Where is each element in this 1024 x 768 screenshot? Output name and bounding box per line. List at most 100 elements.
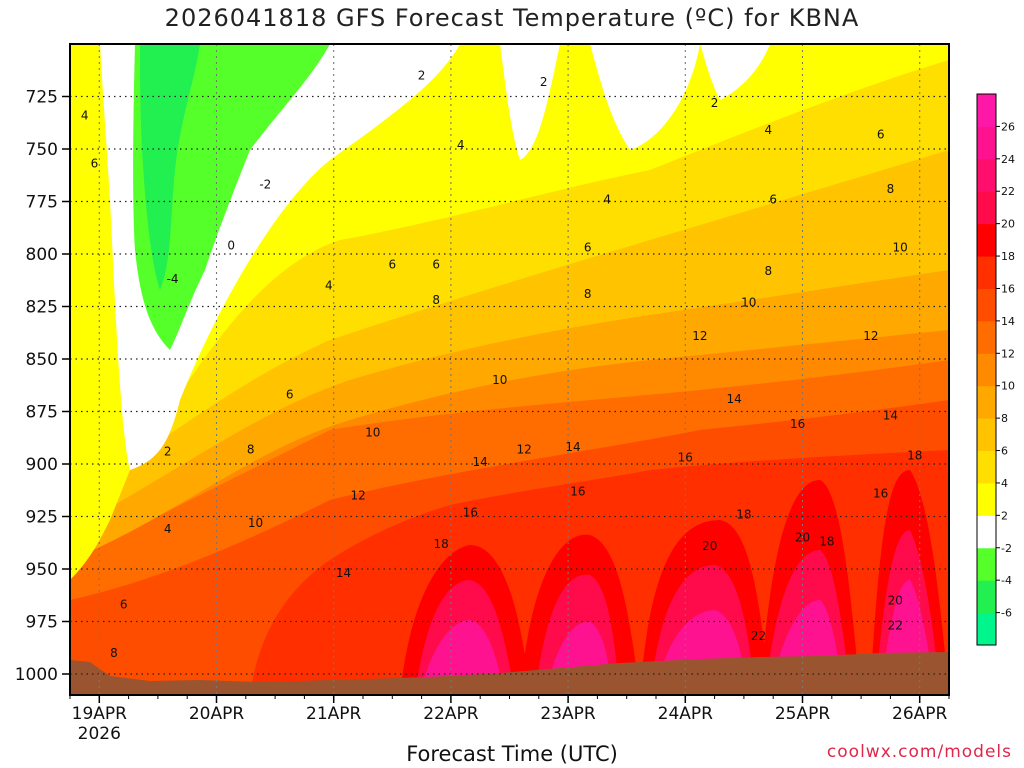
colorbar-swatch	[977, 158, 996, 192]
contour-label: 2	[711, 96, 719, 110]
contour-label: 2	[418, 69, 426, 83]
colorbar-swatch	[977, 515, 996, 549]
colorbar-tick-label: 2	[1001, 509, 1008, 522]
colorbar-swatch	[977, 580, 996, 614]
contour-label: 16	[570, 484, 585, 498]
contour-label: 22	[888, 619, 903, 633]
colorbar-tick-label: 14	[1001, 315, 1015, 328]
contour-label: 4	[325, 279, 333, 293]
x-tick-label: 25APR	[775, 704, 831, 724]
contour-label: 10	[248, 516, 263, 530]
y-tick-label: 975	[26, 613, 58, 633]
y-tick-label: 800	[26, 245, 58, 265]
colorbar-swatch	[977, 612, 996, 646]
contour-label: 18	[736, 507, 751, 521]
colorbar-swatch	[977, 94, 996, 127]
colorbar-swatch	[977, 547, 996, 581]
colorbar-tick-label: 22	[1001, 185, 1015, 198]
contour-label: 2	[164, 444, 172, 458]
colorbar-tick-label: 6	[1001, 445, 1008, 458]
y-tick-label: 1000	[15, 665, 58, 685]
contour-label: 14	[336, 566, 351, 580]
contour-label: 6	[120, 598, 128, 612]
contour-label: 4	[764, 123, 772, 137]
contour-label: 0	[227, 239, 235, 253]
contour-label: 10	[893, 241, 908, 255]
x-tick-label: 20APR	[189, 704, 245, 724]
colorbar-swatch	[977, 191, 996, 225]
contour-label: 12	[863, 329, 878, 343]
grid	[70, 44, 949, 695]
band-below-2	[100, 44, 770, 470]
contour-label: 8	[247, 442, 255, 456]
contour-label: 14	[565, 440, 580, 454]
terrain	[70, 652, 949, 695]
y-tick-label: 750	[26, 140, 58, 160]
x-tick-label: 22APR	[423, 704, 479, 724]
colorbar-tick-label: 18	[1001, 250, 1015, 263]
chart-title: 2026041818 GFS Forecast Temperature (ºC)…	[164, 4, 860, 32]
contour-label: 18	[907, 449, 922, 463]
contour-label: 10	[492, 373, 507, 387]
colorbar-tick-label: 24	[1001, 153, 1015, 166]
y-tick-label: 950	[26, 560, 58, 580]
contour-label: 10	[365, 426, 380, 440]
contour-label: 16	[678, 451, 693, 465]
contour-label: 6	[584, 241, 592, 255]
colorbar-swatch	[977, 126, 996, 160]
contour-label: 22	[751, 629, 766, 643]
contour-label: 20	[795, 531, 810, 545]
credit-link[interactable]: coolwx.com/models	[826, 742, 1012, 762]
y-axis: 725 750 775 800 825 850 875 900 925 950 975 1000	[15, 88, 70, 685]
colorbar-tick-label: -4	[1001, 574, 1012, 587]
contour-label: -4	[167, 272, 179, 286]
x-axis-title: Forecast Time (UTC)	[406, 742, 618, 766]
colorbar-swatch	[977, 482, 996, 516]
plot-area	[70, 44, 949, 695]
contour-label: 8	[764, 264, 772, 278]
contour-label: 16	[463, 505, 478, 519]
contour-label: 6	[91, 157, 99, 171]
contour-label: 8	[110, 646, 118, 660]
contour-label: 6	[769, 192, 777, 206]
colorbar-tick-label: 12	[1001, 347, 1015, 360]
contour-label: -2	[259, 178, 271, 192]
contour-label: 8	[432, 293, 440, 307]
colorbar-swatch	[977, 353, 996, 387]
contour-label: 8	[887, 182, 895, 196]
contour-label: 14	[473, 455, 488, 469]
y-tick-label: 850	[26, 350, 58, 370]
colorbar-tick-label: 8	[1001, 412, 1008, 425]
contour-label: 4	[603, 192, 611, 206]
x-axis: 19APR 20APR 21APR 22APR 23APR 24APR 25APR 26APR	[69, 695, 950, 724]
colorbar-swatch	[977, 256, 996, 289]
contour-label: 4	[164, 522, 172, 536]
y-tick-label: 725	[26, 88, 58, 108]
y-tick-label: 875	[26, 403, 58, 423]
x-tick-label: 21APR	[306, 704, 362, 724]
contour-label: 4	[457, 138, 465, 152]
y-tick-label: 925	[26, 508, 58, 528]
colorbar-swatch	[977, 223, 996, 257]
contour-label: 4	[81, 108, 89, 122]
colorbar-swatch	[977, 288, 996, 322]
colorbar-tick-label: 10	[1001, 380, 1015, 393]
contour-label: 12	[350, 489, 365, 503]
contour-label: 10	[741, 295, 756, 309]
contour-label: 12	[692, 329, 707, 343]
x-tick-label: 23APR	[540, 704, 596, 724]
x-tick-label: 24APR	[658, 704, 714, 724]
colorbar-frame	[976, 93, 997, 646]
contour-label: 6	[432, 258, 440, 272]
y-tick-label: 900	[26, 455, 58, 475]
y-tick-label: 775	[26, 193, 58, 213]
colorbar-tick-label: 4	[1001, 477, 1008, 490]
colorbar-swatch	[977, 385, 996, 419]
contour-label: 18	[819, 535, 834, 549]
x-year-label: 2026	[78, 724, 121, 744]
colorbar-tick-label: 26	[1001, 120, 1015, 133]
contour-label: 20	[888, 594, 903, 608]
colorbar-tick-label: 16	[1001, 282, 1015, 295]
contour-label: 18	[433, 537, 448, 551]
